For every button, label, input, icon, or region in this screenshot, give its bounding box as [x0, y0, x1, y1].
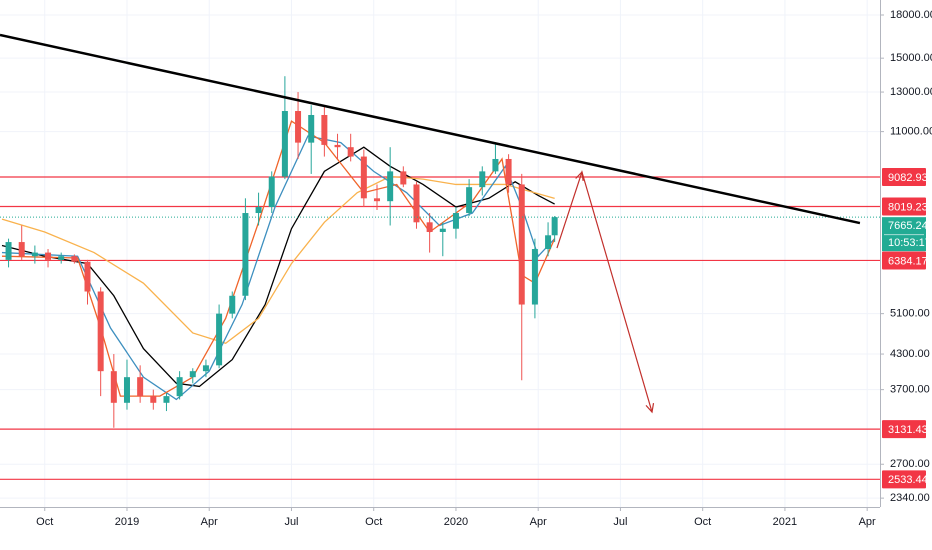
level-label: 6384.17	[888, 255, 928, 267]
y-tick-label: 2700.00	[890, 458, 930, 470]
countdown-label: 10:53:17	[888, 237, 931, 249]
y-tick-label: 3700.00	[890, 384, 930, 396]
x-tick-label: Oct	[694, 516, 711, 528]
candle-body	[268, 176, 275, 208]
candle-body	[255, 207, 262, 214]
x-tick-label: Apr	[201, 516, 218, 528]
candle-body	[58, 256, 65, 260]
arrow-head	[645, 403, 655, 414]
y-tick-label: 15000.00	[890, 52, 932, 64]
candle-body	[551, 217, 558, 236]
candle-body	[31, 252, 38, 257]
x-tick-label: 2021	[773, 516, 797, 528]
candle-body	[45, 252, 52, 260]
candle-body	[308, 114, 315, 143]
x-tick-label: 2020	[444, 516, 468, 528]
level-box	[882, 251, 926, 270]
candle-body	[18, 242, 25, 257]
candle-body	[84, 261, 91, 292]
candle-body	[374, 198, 381, 202]
candle-body	[176, 377, 183, 397]
y-tick-label: 2340.00	[890, 492, 930, 504]
candle-body	[229, 295, 236, 314]
candle-body	[202, 365, 209, 372]
candle-body	[71, 256, 78, 262]
x-tick-label: Apr	[530, 516, 547, 528]
candle-body	[110, 371, 117, 403]
candle-body	[347, 147, 354, 157]
candle-body	[400, 171, 407, 185]
candle-body	[123, 377, 130, 403]
level-label: 2533.44	[888, 474, 928, 486]
moving-average	[1, 146, 555, 388]
candle-body	[466, 187, 473, 214]
candle-body	[321, 114, 328, 145]
level-label: 8019.23	[888, 201, 928, 213]
arrow-head	[575, 170, 584, 182]
y-tick-label: 18000.00	[890, 9, 932, 21]
y-tick-label: 13000.00	[890, 86, 932, 98]
candle-body	[137, 377, 144, 397]
trendline	[0, 33, 861, 225]
candle-body	[216, 313, 223, 366]
candle-body	[479, 171, 486, 188]
candle-body	[281, 111, 288, 177]
x-tick-label: Jul	[613, 516, 627, 528]
candle-body	[387, 171, 394, 202]
candle-body	[189, 371, 196, 378]
candle-body	[413, 184, 420, 223]
candle-body	[97, 291, 104, 372]
moving-average	[1, 120, 556, 397]
x-tick-label: Oct	[36, 516, 53, 528]
candle-body	[360, 156, 367, 199]
candle-body	[5, 242, 12, 260]
x-tick-label: Oct	[365, 516, 382, 528]
level-box	[882, 167, 926, 186]
candle-body	[531, 249, 538, 305]
y-tick-label: 5100.00	[890, 308, 930, 320]
candle-body	[163, 396, 170, 403]
x-tick-label: 2019	[115, 516, 139, 528]
candle-body	[505, 158, 512, 185]
candle-body	[518, 184, 525, 305]
candle-body	[439, 228, 446, 232]
candle-body	[334, 144, 341, 148]
last-price-label: 7665.24	[888, 220, 928, 232]
candle-body	[492, 158, 499, 172]
candle-body	[545, 235, 552, 250]
level-box	[882, 470, 926, 489]
y-tick-label: 4300.00	[890, 348, 930, 360]
candle-body	[295, 111, 302, 143]
level-label: 3131.43	[888, 424, 928, 436]
level-box	[882, 420, 926, 439]
level-box	[882, 197, 926, 216]
x-tick-label: Apr	[859, 516, 876, 528]
x-tick-label: Jul	[284, 516, 298, 528]
candle-body	[150, 396, 157, 403]
y-tick-label: 11000.00	[890, 126, 932, 138]
candle-body	[452, 213, 459, 229]
moving-average	[1, 175, 555, 345]
level-label: 9082.93	[888, 172, 928, 184]
candle-body	[242, 213, 249, 296]
candle-body	[426, 222, 433, 232]
